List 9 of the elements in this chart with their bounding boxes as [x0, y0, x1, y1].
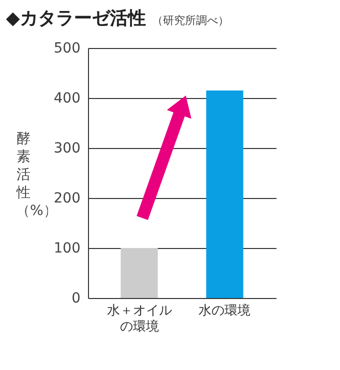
y-tick-label: 0	[72, 290, 80, 306]
chart-title: ◆カタラーゼ活性	[6, 7, 146, 30]
y-tick-label: 300	[54, 140, 80, 156]
y-tick-label: 400	[54, 90, 80, 106]
y-tick-label: 100	[54, 240, 80, 256]
chart-subtitle: （研究所調べ）	[152, 13, 229, 28]
y-tick-label: 500	[54, 40, 80, 56]
x-tick-label: 水の環境	[198, 302, 251, 318]
x-tick-label: 水＋オイルの環境	[106, 304, 172, 334]
